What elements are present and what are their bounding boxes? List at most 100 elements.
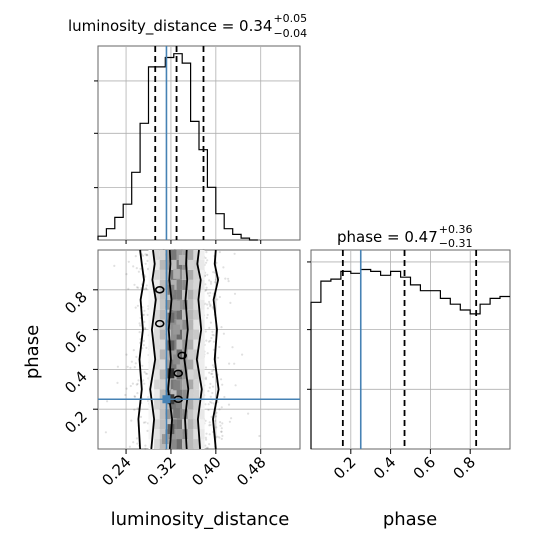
density-cell: [182, 369, 188, 380]
scatter-point: [208, 433, 211, 436]
density-cell: [148, 289, 155, 300]
scatter-point: [208, 300, 211, 303]
scatter-point: [231, 346, 234, 349]
x-tick-label: 0.4: [370, 453, 400, 483]
scatter-point: [215, 261, 218, 264]
scatter-point: [229, 301, 232, 304]
scatter-point: [146, 372, 149, 375]
scatter-point: [135, 355, 138, 358]
scatter-point: [211, 370, 214, 373]
density-cell: [165, 299, 171, 310]
density-cell: [154, 389, 160, 400]
density-cell: [176, 429, 183, 440]
scatter-point: [206, 273, 209, 276]
y-tick-label: 0.8: [61, 288, 91, 318]
density-cell: [187, 389, 194, 400]
density-cell: [193, 289, 199, 300]
scatter-point: [204, 419, 207, 422]
scatter-point: [210, 372, 213, 375]
density-cell: [148, 349, 155, 360]
density-cell: [159, 419, 166, 430]
density-cell: [193, 299, 199, 310]
scatter-point: [220, 378, 223, 381]
scatter-point: [218, 436, 221, 439]
scatter-point: [204, 256, 207, 260]
scatter-point: [208, 424, 211, 427]
scatter-point: [144, 262, 147, 265]
density-cell: [159, 409, 166, 420]
scatter-point: [132, 441, 135, 444]
x-tick-label: 0.40: [188, 453, 224, 489]
density-cell: [187, 439, 194, 449]
density-cell: [199, 339, 205, 350]
scatter-point: [258, 434, 261, 438]
density-cell: [193, 269, 199, 280]
density-block: [173, 324, 180, 335]
density-cell: [148, 369, 155, 380]
density-cell: [159, 369, 166, 380]
density-cell: [199, 279, 205, 290]
contours: [137, 249, 220, 450]
density-cell: [187, 309, 194, 320]
scatter-point: [206, 352, 209, 355]
scatter-point: [204, 366, 208, 369]
scatter-point: [208, 279, 211, 282]
scatter-point: [133, 395, 136, 398]
scatter-point: [210, 415, 213, 418]
density-cell: [199, 299, 205, 310]
phase-xlabel: phase: [383, 509, 437, 530]
scatter-point: [135, 267, 138, 270]
x-tick-label: 0.8: [449, 453, 479, 483]
scatter-point: [146, 254, 149, 257]
scatter-point: [208, 421, 211, 424]
scatter-point: [128, 445, 131, 448]
density-cell: [182, 309, 188, 320]
density-block: [161, 434, 169, 445]
scatter-point: [215, 411, 218, 414]
scatter-point: [209, 400, 212, 403]
scatter-point: [144, 447, 147, 450]
scatter-point: [220, 437, 223, 440]
scatter-point: [133, 408, 136, 411]
scatter-point: [209, 305, 212, 308]
scatter-point: [223, 395, 226, 399]
scatter-point: [145, 346, 148, 349]
density-cell: [154, 250, 160, 260]
density-cell: [199, 289, 205, 300]
scatter-point: [204, 436, 207, 439]
scatter-point: [146, 429, 149, 432]
scatter-point: [142, 344, 145, 347]
scatter-point: [211, 306, 214, 309]
scatter-point: [218, 251, 221, 254]
scatter-point: [144, 253, 147, 256]
density-cell: [187, 319, 194, 330]
density-cell: [199, 359, 205, 370]
density-cell: [154, 299, 160, 310]
scatter-point: [139, 324, 142, 327]
density-block: [173, 268, 180, 279]
scatter-point: [205, 289, 208, 292]
scatter-point: [143, 382, 146, 385]
density-cell: [193, 359, 199, 370]
x-tick-label: 0.6: [410, 453, 440, 483]
density-cell: [159, 329, 166, 340]
scatter-point: [227, 277, 230, 280]
density-cell: [176, 419, 183, 430]
density-cell: [154, 409, 160, 420]
density-cell: [199, 399, 205, 410]
scatter-point: [220, 430, 223, 433]
density-cell: [182, 389, 188, 400]
density-block: [173, 408, 180, 419]
density-cell: [193, 349, 199, 360]
density-cell: [187, 329, 194, 340]
scatter-point: [135, 437, 138, 440]
density-cell: [159, 399, 166, 410]
density-cell: [170, 259, 177, 270]
phase-title-minus: −0.31: [439, 237, 473, 250]
density-cell: [182, 269, 188, 280]
scatter-point: [136, 407, 139, 410]
scatter-point: [206, 303, 209, 306]
density-cell: [159, 379, 166, 390]
density-cell: [165, 349, 171, 360]
scatter-point: [208, 294, 211, 297]
